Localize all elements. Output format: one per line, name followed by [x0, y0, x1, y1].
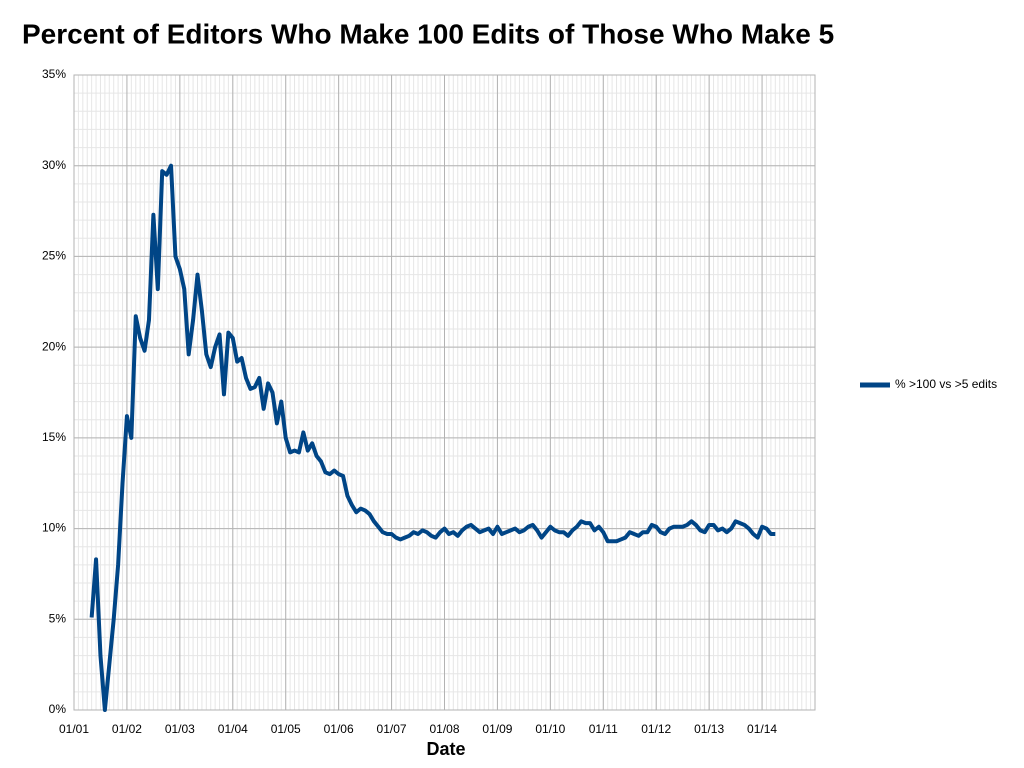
y-tick-label: 10% [42, 521, 66, 535]
x-tick-label: 01/01 [59, 722, 89, 736]
x-tick-label: 01/10 [535, 722, 565, 736]
legend-label: % >100 vs >5 edits [895, 377, 997, 391]
x-tick-label: 01/11 [589, 722, 618, 736]
y-tick-label: 5% [49, 611, 67, 625]
y-tick-label: 30% [42, 158, 66, 172]
chart-title: Percent of Editors Who Make 100 Edits of… [22, 18, 834, 49]
y-tick-label: 15% [42, 430, 66, 444]
y-tick-label: 35% [42, 67, 66, 81]
x-tick-label: 01/13 [694, 722, 724, 736]
x-tick-label: 01/08 [429, 722, 459, 736]
x-axis-title: Date [426, 739, 465, 759]
x-tick-label: 01/14 [747, 722, 777, 736]
data-line [89, 163, 776, 712]
y-tick-label: 20% [42, 339, 66, 353]
y-tick-label: 25% [42, 249, 66, 263]
x-tick-label: 01/06 [324, 722, 354, 736]
x-tick-label: 01/07 [377, 722, 407, 736]
x-tick-label: 01/09 [482, 722, 512, 736]
y-tick-label: 0% [49, 702, 67, 716]
x-tick-label: 01/03 [165, 722, 195, 736]
plot-frame [73, 74, 816, 711]
x-tick-label: 01/12 [641, 722, 671, 736]
x-tick-label: 01/05 [271, 722, 301, 736]
x-tick-label: 01/02 [112, 722, 142, 736]
x-tick-label: 01/04 [218, 722, 248, 736]
